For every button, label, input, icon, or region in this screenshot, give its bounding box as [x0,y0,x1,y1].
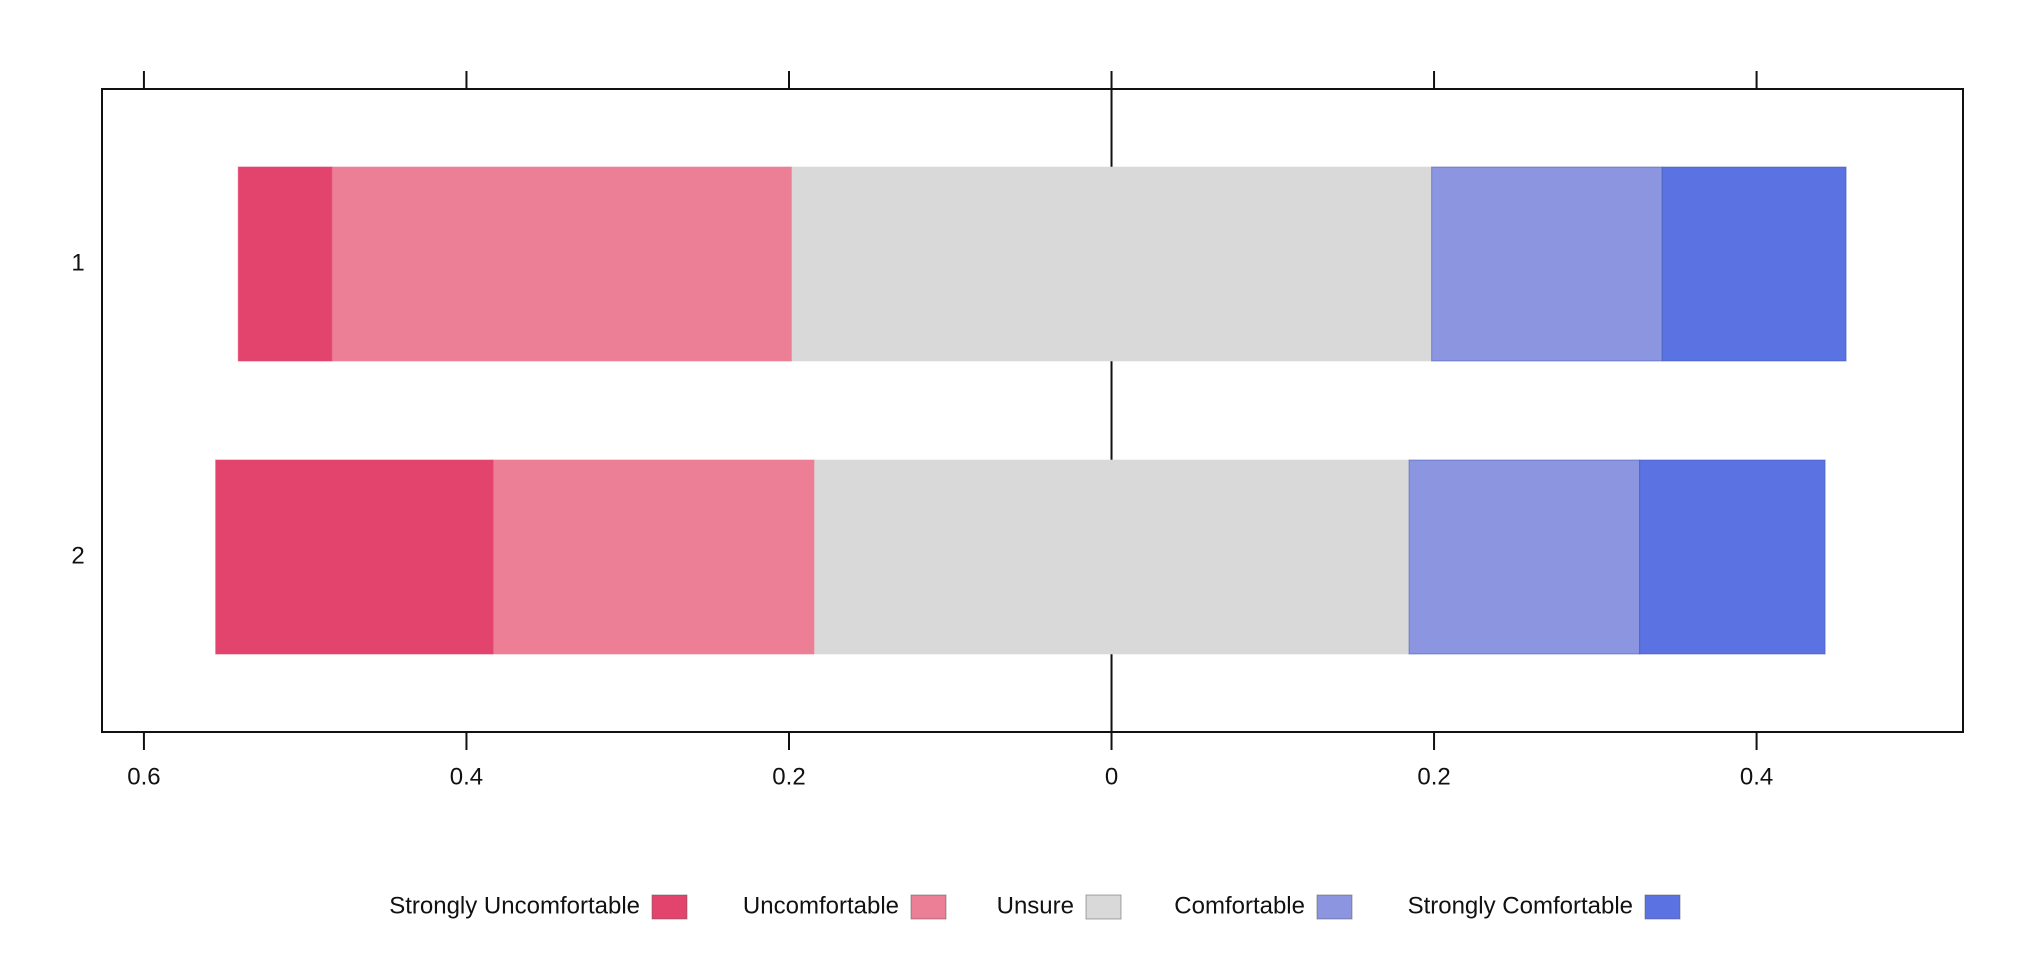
legend-swatch [1644,894,1681,920]
x-tick-label: 0.4 [1740,763,1773,790]
frame-layer: 0.6 0.4 0.2 0 0.2 0.4 1 2 Strongly Uncomfortable… [71,71,1964,920]
legend-label: Uncomfortable [743,892,899,919]
y-tick-label: 2 [71,542,84,569]
legend-label: Strongly Uncomfortable [389,892,640,919]
bar-segment [215,459,494,655]
bar-segment [813,459,1410,655]
legend-label: Unsure [997,892,1074,919]
x-tick-label: 0.2 [1417,763,1450,790]
y-tick-label: 1 [71,249,84,276]
bar-segment [1431,166,1663,362]
legend-swatch [1316,894,1353,920]
bar-segment [1408,459,1641,655]
legend-label: Comfortable [1174,892,1305,919]
legend-swatch [1085,894,1122,920]
bar-segment [492,459,815,655]
legend-swatch [910,894,947,920]
bar-segment [1639,459,1826,655]
x-tick-label: 0 [1105,763,1118,790]
bar-segment [790,166,1433,362]
bar-segment [331,166,792,362]
x-tick-label: 0.4 [450,763,483,790]
legend-swatch [651,894,688,920]
plot-frame [101,88,1964,733]
bars-layer [215,166,1847,655]
x-tick-label: 0.6 [127,763,160,790]
bar-segment [1661,166,1847,362]
legend-label: Strongly Comfortable [1408,892,1633,919]
x-tick-label: 0.2 [772,763,805,790]
bar-segment [237,166,333,362]
